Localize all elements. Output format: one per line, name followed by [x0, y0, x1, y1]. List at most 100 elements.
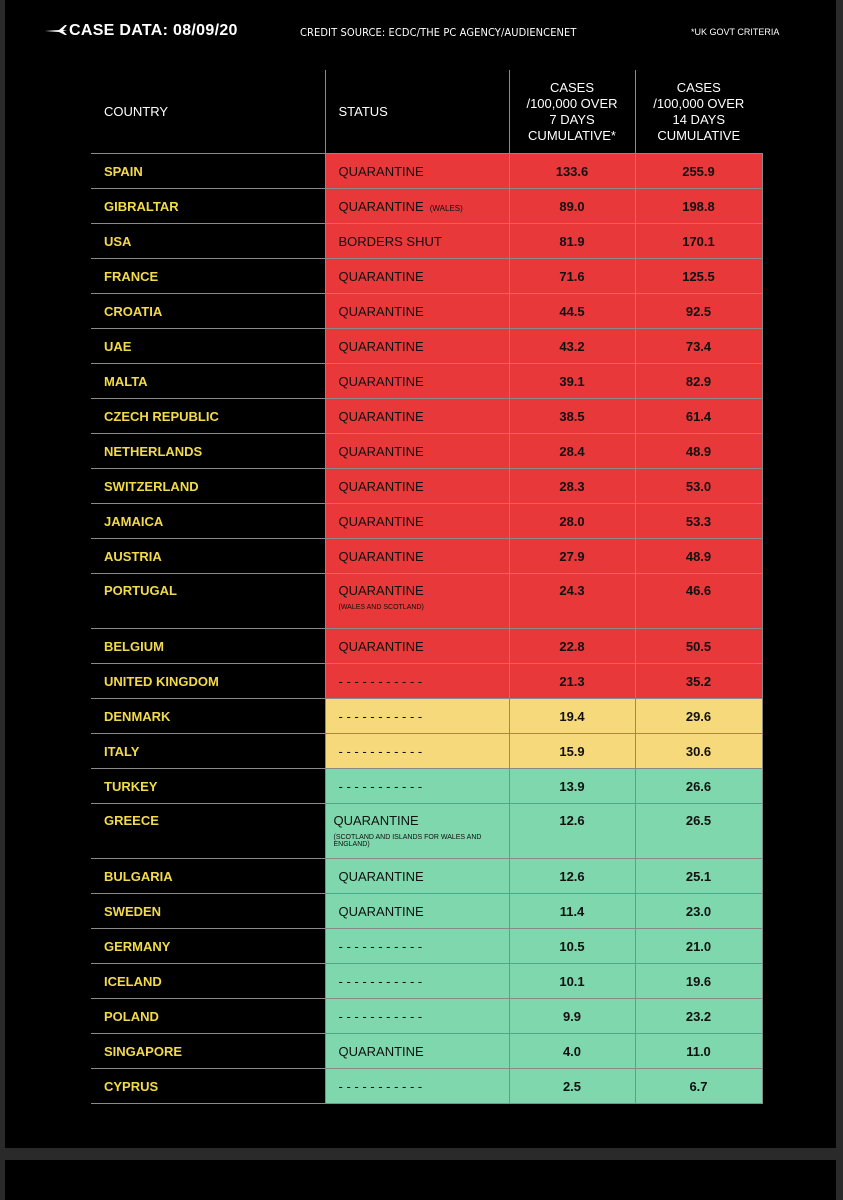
cases-7-days-cell: 9.9 [508, 998, 636, 1034]
country-cell: UAE [91, 328, 326, 364]
status-cell: QUARANTINE [324, 1033, 510, 1069]
country-cell: CYPRUS [91, 1068, 326, 1104]
status-text: QUARANTINE [338, 268, 424, 284]
country-cell: USA [91, 223, 326, 259]
table-row: GERMANY - - - - - - - - - - - 10.5 21.0 [91, 928, 763, 964]
cases-14-days-cell: 26.6 [634, 768, 763, 804]
cases-14-days-cell: 48.9 [634, 538, 763, 574]
header-line: CUMULATIVE [657, 127, 741, 143]
status-cell: QUARANTINE [324, 293, 510, 329]
cases-7-days-cell: 11.4 [508, 893, 636, 929]
header-bar: CASE DATA: 08/09/20 CREDIT SOURCE: ECDC/… [45, 18, 796, 48]
cases-14-days-cell: 35.2 [634, 663, 763, 699]
cases-14-days-cell: 53.3 [634, 503, 763, 539]
cases-14-days-cell: 6.7 [634, 1068, 763, 1104]
case-data-card: CASE DATA: 08/09/20 CREDIT SOURCE: ECDC/… [5, 0, 836, 1148]
status-text: QUARANTINE [338, 443, 424, 459]
cases-14-days-cell: 50.5 [634, 628, 763, 664]
page-title: CASE DATA: 08/09/20 [69, 22, 238, 39]
status-text: QUARANTINE [338, 373, 424, 389]
header-line: /100,000 OVER [526, 95, 618, 111]
table-row: CZECH REPUBLIC QUARANTINE 38.5 61.4 [91, 398, 763, 434]
country-cell: SWEDEN [91, 893, 326, 929]
country-cell: SWITZERLAND [91, 468, 326, 504]
status-text: QUARANTINE [338, 198, 424, 214]
status-cell: - - - - - - - - - - - [324, 733, 510, 769]
status-text: QUARANTINE [338, 338, 424, 354]
status-cell: - - - - - - - - - - - [324, 663, 510, 699]
cases-14-days-cell: 82.9 [634, 363, 763, 399]
table-row: JAMAICA QUARANTINE 28.0 53.3 [91, 503, 763, 539]
country-cell: POLAND [91, 998, 326, 1034]
table-row: BELGIUM QUARANTINE 22.8 50.5 [91, 628, 763, 664]
cases-14-days-cell: 29.6 [634, 698, 763, 734]
cases-14-days-cell: 198.8 [634, 188, 763, 224]
cases-14-days-cell: 125.5 [634, 258, 763, 294]
cases-14-days-cell: 73.4 [634, 328, 763, 364]
status-text: - - - - - - - - - - - [338, 708, 423, 724]
cases-7-days-cell: 44.5 [508, 293, 636, 329]
cases-7-days-cell: 2.5 [508, 1068, 636, 1104]
cases-7-days-cell: 21.3 [508, 663, 636, 699]
country-cell: ICELAND [91, 963, 326, 999]
cases-14-days-cell: 23.0 [634, 893, 763, 929]
table-row: GIBRALTAR QUARANTINE (WALES) 89.0 198.8 [91, 188, 763, 224]
country-cell: DENMARK [91, 698, 326, 734]
country-cell: CROATIA [91, 293, 326, 329]
cases-7-days-cell: 12.6 [508, 803, 636, 859]
status-cell: QUARANTINE [324, 628, 510, 664]
cases-7-days-cell: 43.2 [508, 328, 636, 364]
cases-14-days-cell: 11.0 [634, 1033, 763, 1069]
table-row: DENMARK - - - - - - - - - - - 19.4 29.6 [91, 698, 763, 734]
table-row: MALTA QUARANTINE 39.1 82.9 [91, 363, 763, 399]
table-row: POLAND - - - - - - - - - - - 9.9 23.2 [91, 998, 763, 1034]
table-row: SWEDEN QUARANTINE 11.4 23.0 [91, 893, 763, 929]
column-header-cases-14-days: CASES /100,000 OVER 14 DAYS CUMULATIVE [634, 70, 762, 154]
status-cell: QUARANTINE [324, 398, 510, 434]
cases-14-days-cell: 48.9 [634, 433, 763, 469]
status-text: QUARANTINE [333, 813, 419, 828]
country-cell: CZECH REPUBLIC [91, 398, 326, 434]
status-cell: QUARANTINE (WALES AND SCOTLAND) [324, 573, 510, 629]
cases-7-days-cell: 19.4 [508, 698, 636, 734]
cases-7-days-cell: 28.4 [508, 433, 636, 469]
cases-7-days-cell: 24.3 [508, 573, 636, 629]
status-cell: QUARANTINE [324, 433, 510, 469]
cases-14-days-cell: 25.1 [634, 858, 763, 894]
header-line: 7 DAYS [549, 111, 595, 127]
status-cell: - - - - - - - - - - - [324, 928, 510, 964]
table-row: UNITED KINGDOM - - - - - - - - - - - 21.3 3… [91, 663, 763, 699]
cases-14-days-cell: 61.4 [634, 398, 763, 434]
table-row: SPAIN QUARANTINE 133.6 255.9 [91, 153, 763, 189]
cases-7-days-cell: 13.9 [508, 768, 636, 804]
header-line: CASES [676, 79, 721, 95]
cases-14-days-cell: 23.2 [634, 998, 763, 1034]
column-header-status: STATUS [324, 70, 510, 154]
country-cell: GERMANY [91, 928, 326, 964]
status-text: - - - - - - - - - - - [338, 673, 423, 689]
status-cell: QUARANTINE (SCOTLAND AND ISLANDS FOR WALE… [324, 803, 510, 859]
table-row: FRANCE QUARANTINE 71.6 125.5 [91, 258, 763, 294]
table-row: GREECE QUARANTINE (SCOTLAND AND ISLANDS FO… [91, 803, 763, 859]
status-note: (SCOTLAND AND ISLANDS FOR WALES AND ENGL… [333, 834, 482, 848]
status-cell: QUARANTINE [324, 153, 510, 189]
cases-14-days-cell: 26.5 [634, 803, 763, 859]
case-data-table: COUNTRY STATUS CASES /100,000 OVER 7 DAY… [91, 70, 763, 1104]
status-text: QUARANTINE [338, 548, 424, 564]
cases-14-days-cell: 30.6 [634, 733, 763, 769]
status-cell: QUARANTINE [324, 503, 510, 539]
status-text: QUARANTINE [338, 638, 424, 654]
status-text: BORDERS SHUT [338, 233, 442, 249]
status-text: QUARANTINE [338, 513, 424, 529]
header-line: /100,000 OVER [653, 95, 745, 111]
status-text: QUARANTINE [338, 408, 424, 424]
status-cell: BORDERS SHUT [324, 223, 510, 259]
status-cell: - - - - - - - - - - - [324, 698, 510, 734]
country-cell: FRANCE [91, 258, 326, 294]
status-cell: QUARANTINE [324, 538, 510, 574]
cases-7-days-cell: 71.6 [508, 258, 636, 294]
status-text: QUARANTINE [338, 583, 424, 598]
cases-7-days-cell: 10.1 [508, 963, 636, 999]
country-cell: GREECE [91, 803, 326, 859]
status-cell: QUARANTINE [324, 468, 510, 504]
